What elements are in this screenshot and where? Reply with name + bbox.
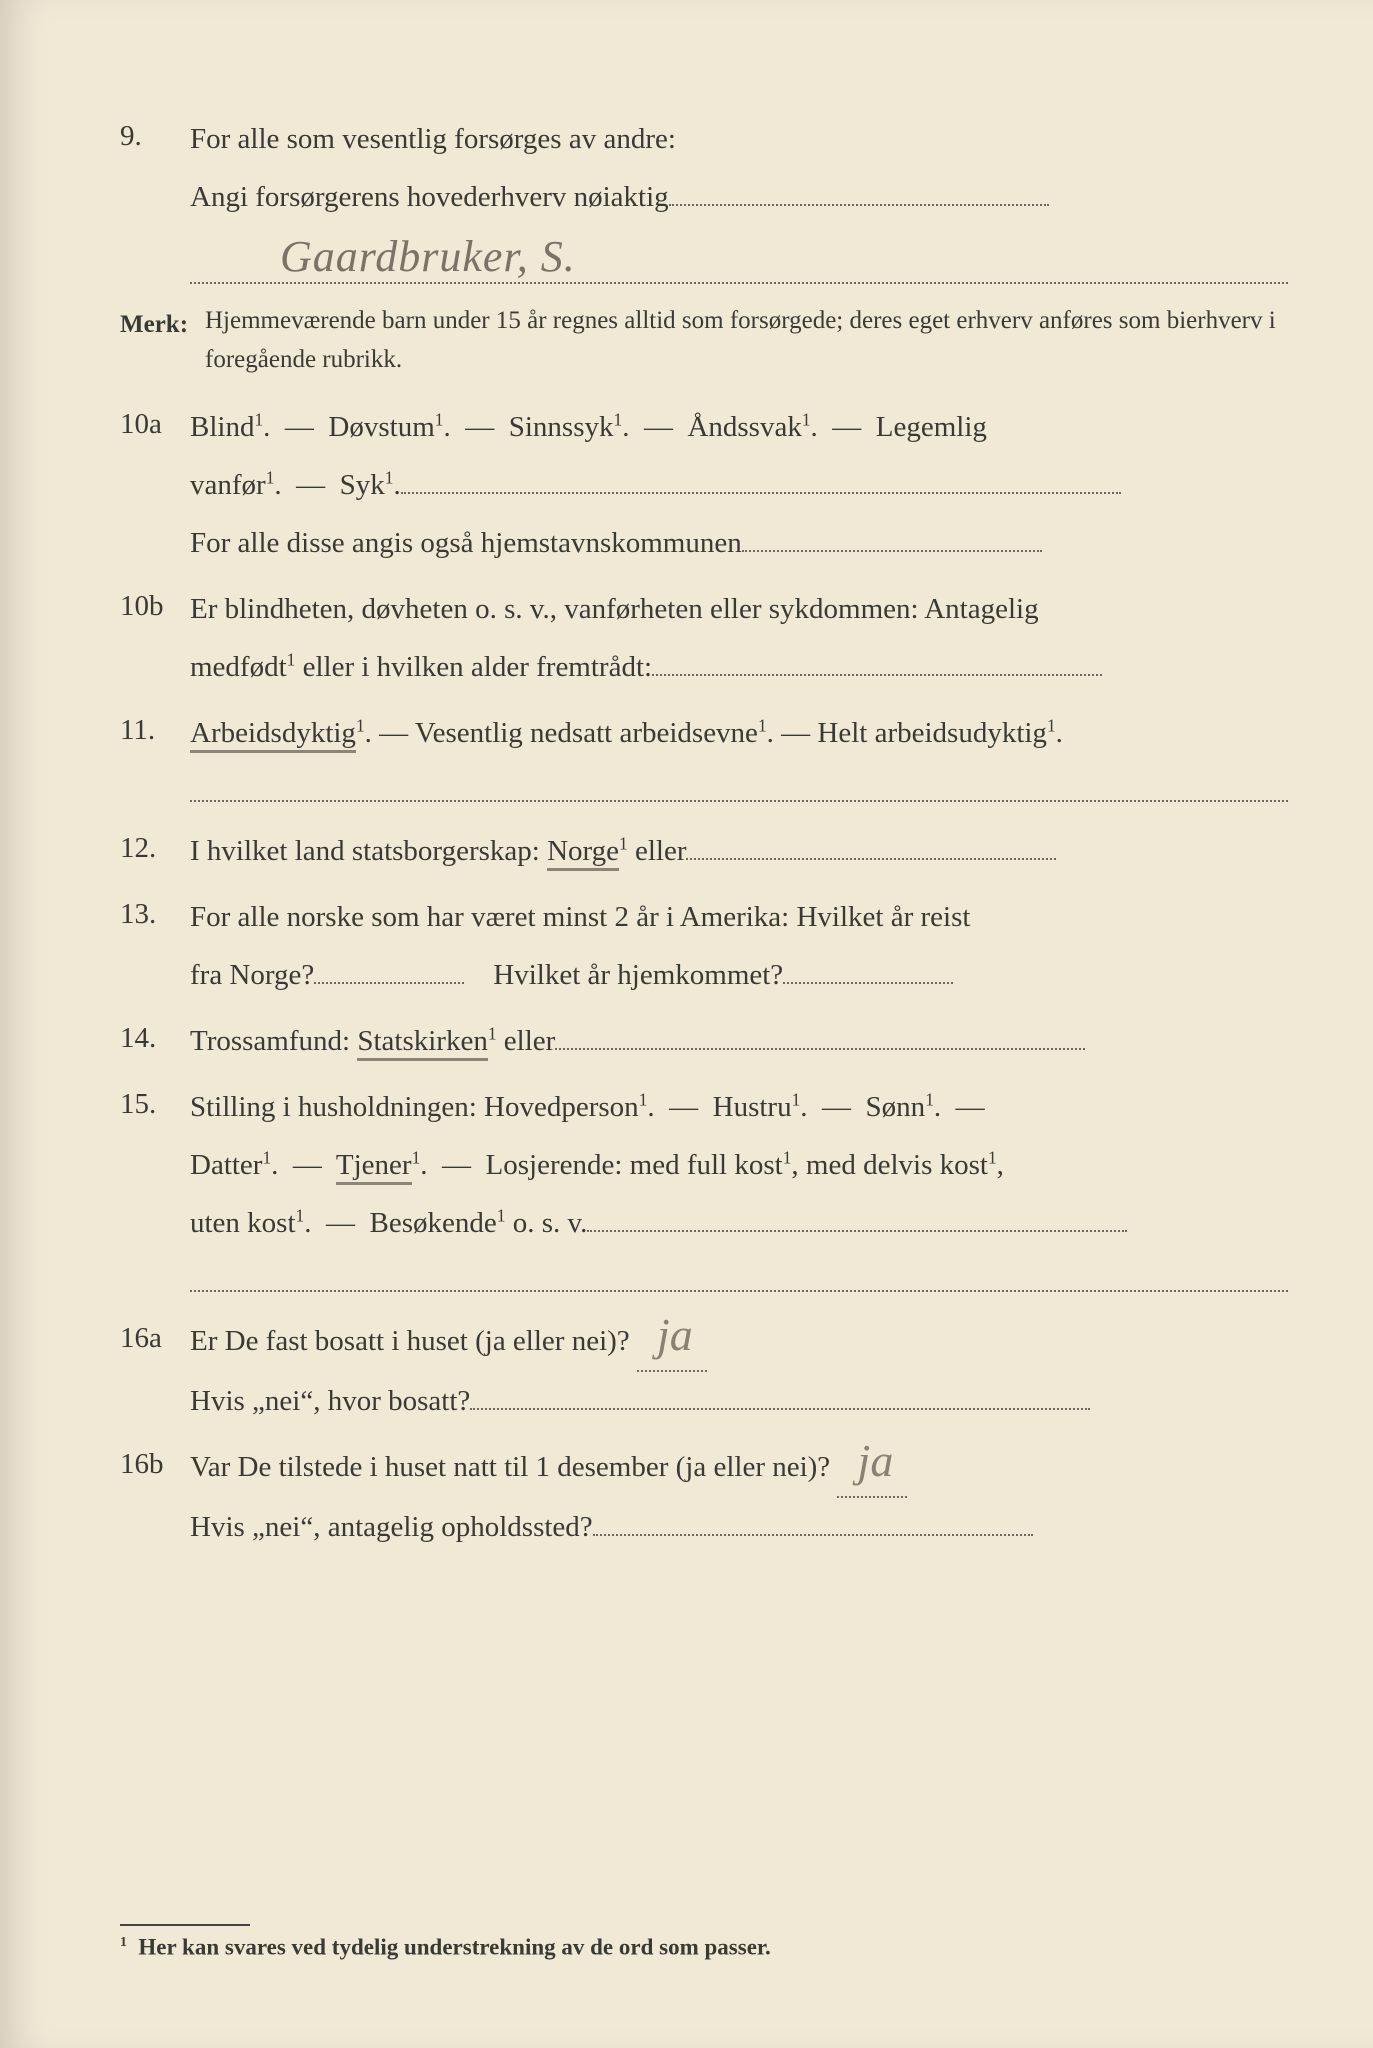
q16a-blank xyxy=(470,1408,1090,1410)
q15-hustru: Hustru xyxy=(713,1091,792,1123)
question-16a: 16a Er De fast bosatt i huset (ja eller … xyxy=(120,1312,1288,1430)
q10a-legemlig: Legemlig xyxy=(876,411,987,443)
q16a-number: 16a xyxy=(120,1312,190,1364)
blank-space xyxy=(120,1564,1288,1924)
q14-statskirken-underlined: Statskirken xyxy=(357,1025,488,1061)
q10a-sinnssyk: Sinnssyk xyxy=(509,411,614,443)
q10b-blank xyxy=(652,674,1102,676)
question-14: 14. Trossamfund: Statskirken1 eller xyxy=(120,1012,1288,1070)
q16a-answer-field: ja xyxy=(637,1312,707,1372)
q13-blank2 xyxy=(783,982,953,984)
q10b-number: 10b xyxy=(120,580,190,632)
q10a-blank xyxy=(401,492,1121,494)
question-10b: 10b Er blindheten, døvheten o. s. v., va… xyxy=(120,580,1288,696)
footnote-text: Her kan svares ved tydelig understreknin… xyxy=(138,1934,770,1959)
q15-blank-line xyxy=(190,1262,1288,1292)
q9-answer-line: Gaardbruker, S. xyxy=(190,234,1288,284)
q15-sonn: Sønn xyxy=(866,1091,926,1123)
q9-line2: Angi forsørgerens hovederhverv nøiaktig xyxy=(190,181,669,213)
q16b-text2: Hvis „nei“, antagelig opholdssted? xyxy=(190,1511,593,1543)
q16b-number: 16b xyxy=(120,1438,190,1490)
q10a-blind: Blind xyxy=(190,411,254,443)
q10a-blank2 xyxy=(742,550,1042,552)
q10a-line3: For alle disse angis også hjemstavnskomm… xyxy=(190,527,742,559)
q11-blank-line xyxy=(190,772,1288,802)
question-9: 9. For alle som vesentlig forsørges av a… xyxy=(120,110,1288,226)
q16b-text1: Var De tilstede i huset natt til 1 desem… xyxy=(190,1451,830,1483)
q9-handwritten-answer: Gaardbruker, S. xyxy=(280,231,576,282)
q13-text3: Hvilket år hjemkommet? xyxy=(493,959,783,991)
q14-content: Trossamfund: Statskirken1 eller xyxy=(190,1012,1288,1070)
footnote-rule xyxy=(120,1924,250,1926)
q10b-text2b: eller i hvilken alder fremtrådt: xyxy=(295,651,652,683)
q15-besok: Besøkende xyxy=(369,1207,496,1239)
q11-content: Arbeidsdyktig1. — Vesentlig nedsatt arbe… xyxy=(190,704,1288,762)
q15-losjerende: Losjerende: med full kost xyxy=(486,1149,783,1181)
merk-text: Hjemmeværende barn under 15 år regnes al… xyxy=(205,302,1288,380)
question-11: 11. Arbeidsdyktig1. — Vesentlig nedsatt … xyxy=(120,704,1288,762)
q15-delvis: , med delvis kost xyxy=(791,1149,988,1181)
q13-text1: For alle norske som har været minst 2 år… xyxy=(190,901,970,933)
question-15: 15. Stilling i husholdningen: Hovedperso… xyxy=(120,1078,1288,1252)
q9-line1: For alle som vesentlig forsørges av andr… xyxy=(190,123,676,155)
merk-note: Merk: Hjemmeværende barn under 15 år reg… xyxy=(120,302,1288,380)
question-13: 13. For alle norske som har været minst … xyxy=(120,888,1288,1004)
q15-datter: Datter xyxy=(190,1149,262,1181)
census-form-page: 9. For alle som vesentlig forsørges av a… xyxy=(0,0,1373,2048)
question-16b: 16b Var De tilstede i huset natt til 1 d… xyxy=(120,1438,1288,1556)
q12-norge-underlined: Norge xyxy=(547,835,619,871)
footnote: 1 Her kan svares ved tydelig understrekn… xyxy=(120,1934,1288,1961)
q15-content: Stilling i husholdningen: Hovedperson1. … xyxy=(190,1078,1288,1252)
q14-eller: eller xyxy=(497,1025,556,1057)
question-10a: 10a Blind1. — Døvstum1. — Sinnssyk1. — Å… xyxy=(120,398,1288,572)
q10b-text1: Er blindheten, døvheten o. s. v., vanfør… xyxy=(190,593,1039,625)
q13-number: 13. xyxy=(120,888,190,940)
q16a-content: Er De fast bosatt i huset (ja eller nei)… xyxy=(190,1312,1288,1430)
q10a-dovstum: Døvstum xyxy=(328,411,434,443)
q14-text1: Trossamfund: xyxy=(190,1025,357,1057)
q16a-text2: Hvis „nei“, hvor bosatt? xyxy=(190,1385,470,1417)
q16b-content: Var De tilstede i huset natt til 1 desem… xyxy=(190,1438,1288,1556)
q16b-answer: ja xyxy=(858,1447,894,1475)
q14-blank xyxy=(555,1048,1085,1050)
q15-uten: uten kost xyxy=(190,1207,296,1239)
q12-content: I hvilket land statsborgerskap: Norge1 e… xyxy=(190,822,1288,880)
q12-eller: eller xyxy=(628,835,687,867)
question-12: 12. I hvilket land statsborgerskap: Norg… xyxy=(120,822,1288,880)
q16a-answer: ja xyxy=(657,1321,693,1349)
q12-number: 12. xyxy=(120,822,190,874)
q15-text1: Stilling i husholdningen: Hovedperson xyxy=(190,1091,639,1123)
q11-opt2: Vesentlig nedsatt arbeidsevne xyxy=(415,717,758,749)
q10b-content: Er blindheten, døvheten o. s. v., vanfør… xyxy=(190,580,1288,696)
q12-blank xyxy=(686,858,1056,860)
footnote-marker: 1 xyxy=(120,1934,127,1949)
q15-blank xyxy=(587,1230,1127,1232)
q11-opt3: Helt arbeidsudyktig xyxy=(817,717,1047,749)
q10a-andssvak: Åndssvak xyxy=(687,411,801,443)
q15-number: 15. xyxy=(120,1078,190,1130)
q9-number: 9. xyxy=(120,110,190,162)
q16a-text1: Er De fast bosatt i huset (ja eller nei)… xyxy=(190,1325,630,1357)
q9-blank xyxy=(669,204,1049,206)
q11-opt1-underlined: Arbeidsdyktig xyxy=(190,717,356,753)
q15-tjener-underlined: Tjener xyxy=(336,1149,412,1185)
q16b-blank xyxy=(593,1534,1033,1536)
q10a-content: Blind1. — Døvstum1. — Sinnssyk1. — Åndss… xyxy=(190,398,1288,572)
merk-label: Merk: xyxy=(120,302,205,347)
q13-blank1 xyxy=(314,982,464,984)
q11-number: 11. xyxy=(120,704,190,756)
q10a-vanfor: vanfør xyxy=(190,469,266,501)
q15-osv: o. s. v. xyxy=(505,1207,587,1239)
q10a-number: 10a xyxy=(120,398,190,450)
q9-content: For alle som vesentlig forsørges av andr… xyxy=(190,110,1288,226)
q16b-answer-field: ja xyxy=(837,1438,907,1498)
q12-text1: I hvilket land statsborgerskap: xyxy=(190,835,547,867)
q13-text2: fra Norge? xyxy=(190,959,314,991)
q10b-medfodt: medfødt xyxy=(190,651,287,683)
q10a-syk: Syk xyxy=(340,469,385,501)
q14-number: 14. xyxy=(120,1012,190,1064)
q13-content: For alle norske som har været minst 2 år… xyxy=(190,888,1288,1004)
